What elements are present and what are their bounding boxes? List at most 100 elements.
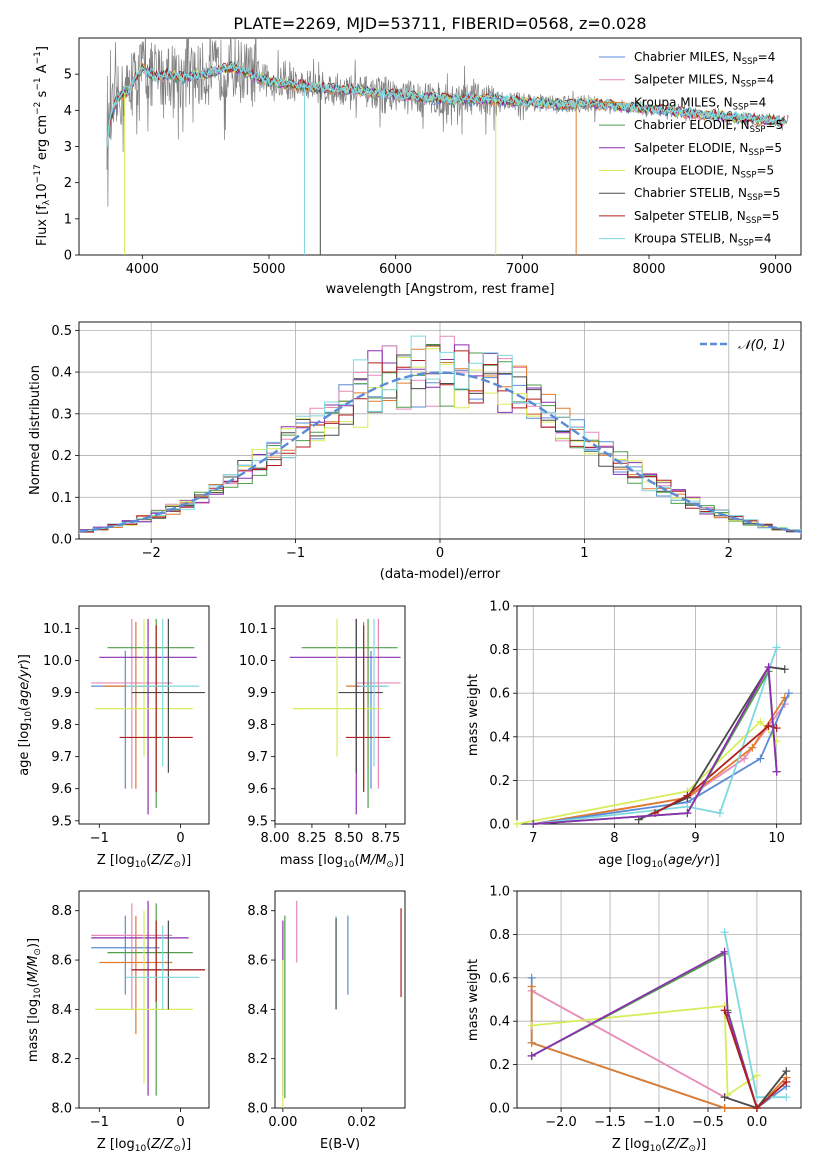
y-axis-label: mass weight xyxy=(466,959,481,1041)
axes-mass_vs_Z: −1 0 8.0 8.2 8.4 8.6 8.8 Z [log10​(Z/Z⊙​)] mass … xyxy=(26,890,210,1154)
axes-residuals: −2 −1 0 1 2 0.0 0.1 0.2 0.3 0.4 0.5 (data-model)/er… xyxy=(28,321,802,582)
legend-label: Salpeter MILES, NSSP=4 xyxy=(634,73,774,90)
spectrum-legend: Chabrier MILES, NSSP=4 Salpeter MILES, NS… xyxy=(599,50,783,249)
y-tick-label: 10.1 xyxy=(239,622,268,637)
x-axis-label: age [log10​(age/yr)] xyxy=(598,853,720,870)
axes-spectrum: 4000 5000 6000 7000 8000 9000 0 1 2 3 4 5 wavelength… xyxy=(33,37,802,297)
legend-label: 𝒩(0, 1) xyxy=(738,338,785,353)
y-tick-label: 0.3 xyxy=(51,407,72,422)
x-tick-label: −1.0 xyxy=(643,1115,675,1130)
y-tick-label: 8.0 xyxy=(51,1102,72,1117)
legend-label: Kroupa MILES, NSSP=4 xyxy=(634,95,766,112)
axes-frame xyxy=(516,890,802,1109)
y-axis-label: age [log10​(age/yr)] xyxy=(17,654,34,776)
y-tick-label: 0.8 xyxy=(489,928,510,943)
y-tick-label: 9.7 xyxy=(247,750,268,765)
legend-label: Salpeter ELODIE, NSSP=5 xyxy=(634,141,782,158)
y-tick-label: 8.2 xyxy=(247,1052,268,1067)
y-tick-label: 0.2 xyxy=(489,774,510,789)
y-tick-label: 0.0 xyxy=(489,818,510,833)
x-tick-label: 0.02 xyxy=(347,1115,376,1130)
legend-label: Salpeter STELIB, NSSP=5 xyxy=(634,209,779,226)
series-line xyxy=(531,1005,758,1097)
y-tick-label: 8.6 xyxy=(247,954,268,969)
axes-frame xyxy=(78,321,802,540)
y-tick-label: 4 xyxy=(64,104,72,119)
axes-massweight_vs_age: 7 8 9 10 0.0 0.2 0.4 0.6 0.8 1.0 age [log10​(age/y… xyxy=(466,600,802,870)
x-axis-label: wavelength [Angstrom, rest frame] xyxy=(326,282,555,297)
y-tick-label: 0.0 xyxy=(51,533,72,548)
x-tick-label: 8.75 xyxy=(371,831,400,846)
y-tick-label: 0 xyxy=(64,249,72,264)
x-axis-label: (data-model)/error xyxy=(380,567,501,582)
y-tick-label: 1.0 xyxy=(489,600,510,615)
legend-label: Kroupa ELODIE, NSSP=5 xyxy=(634,164,774,181)
y-tick-label: 9.9 xyxy=(247,686,268,701)
y-tick-label: 9.6 xyxy=(51,782,72,797)
y-axis-label: mass weight xyxy=(466,674,481,756)
y-tick-label: 8.0 xyxy=(247,1102,268,1117)
series-line xyxy=(516,720,778,825)
series-line xyxy=(533,647,778,825)
y-tick-label: 9.6 xyxy=(247,782,268,797)
series-line xyxy=(531,950,758,1109)
x-tick-label: −2.0 xyxy=(545,1115,577,1130)
axes-massweight_vs_Z: −2.0 −1.5 −1.0 −0.5 0.0 0.0 0.2 0.4 0.6 0.8 1.0 Z [… xyxy=(466,885,802,1154)
y-tick-label: 1 xyxy=(64,212,72,227)
y-tick-label: 0.2 xyxy=(489,1058,510,1073)
model-spectrum xyxy=(106,64,786,148)
y-tick-label: 0.4 xyxy=(51,366,72,381)
x-axis-label: Z [log10​(Z/Z⊙​)] xyxy=(612,1137,706,1154)
x-tick-label: 0 xyxy=(176,831,184,846)
legend-label: Chabrier STELIB, NSSP=5 xyxy=(634,186,781,203)
legend-label: Chabrier ELODIE, NSSP=5 xyxy=(634,118,783,135)
x-axis-label: E(B-V) xyxy=(320,1137,360,1152)
x-tick-label: 9 xyxy=(691,831,699,846)
x-tick-label: 0 xyxy=(436,546,444,561)
x-tick-label: 7000 xyxy=(506,262,539,277)
x-tick-label: 8.50 xyxy=(334,831,363,846)
y-tick-label: 9.5 xyxy=(247,814,268,829)
x-tick-label: 5000 xyxy=(252,262,285,277)
axes-frame xyxy=(78,37,802,256)
x-tick-label: 0.00 xyxy=(268,1115,297,1130)
y-tick-label: 9.8 xyxy=(247,718,268,733)
axes-frame xyxy=(274,890,406,1109)
axes-age_vs_mass: 8.00 8.25 8.50 8.75 9.5 9.6 9.7 9.8 9.9 10.0 10.1 m… xyxy=(239,605,406,870)
y-tick-label: 0.8 xyxy=(489,643,510,658)
y-tick-label: 0.4 xyxy=(489,730,510,745)
y-tick-label: 0.1 xyxy=(51,491,72,506)
x-tick-label: 0.0 xyxy=(747,1115,768,1130)
axes-frame xyxy=(274,605,406,825)
y-tick-label: 8.8 xyxy=(247,904,268,919)
x-axis-label: mass [log10​(M/M⊙​)] xyxy=(280,853,404,870)
x-tick-label: 2 xyxy=(725,546,733,561)
figure-title: PLATE=2269, MJD=53711, FIBERID=0568, z=0… xyxy=(233,14,646,33)
x-tick-label: 9000 xyxy=(759,262,792,277)
y-tick-label: 0.5 xyxy=(51,324,72,339)
axes-age_vs_Z: −1 0 9.5 9.6 9.7 9.8 9.9 10.0 10.1 Z [log10​(Z/Z⊙… xyxy=(17,605,210,870)
y-tick-label: 8.8 xyxy=(51,904,72,919)
x-tick-label: 8.25 xyxy=(297,831,326,846)
series-line xyxy=(533,663,778,825)
x-axis-label: Z [log10​(Z/Z⊙​)] xyxy=(97,1137,191,1154)
x-tick-label: 0 xyxy=(176,1115,184,1130)
y-tick-label: 0.6 xyxy=(489,687,510,702)
y-tick-label: 9.8 xyxy=(51,718,72,733)
x-axis-label: Z [log10​(Z/Z⊙​)] xyxy=(97,853,191,870)
x-tick-label: 6000 xyxy=(379,262,412,277)
x-tick-label: −1 xyxy=(90,1115,109,1130)
y-tick-label: 0.0 xyxy=(489,1102,510,1117)
y-tick-label: 1.0 xyxy=(489,885,510,900)
x-tick-label: 4000 xyxy=(126,262,159,277)
y-tick-label: 8.6 xyxy=(51,954,72,969)
y-tick-label: 2 xyxy=(64,176,72,191)
x-tick-label: 10 xyxy=(768,831,785,846)
y-tick-label: 10.1 xyxy=(43,622,72,637)
x-tick-label: −1.5 xyxy=(594,1115,626,1130)
x-tick-label: −0.5 xyxy=(692,1115,724,1130)
normal-curve xyxy=(78,371,802,533)
legend-label: Kroupa STELIB, NSSP=4 xyxy=(634,232,772,249)
y-tick-label: 10.0 xyxy=(239,654,268,669)
